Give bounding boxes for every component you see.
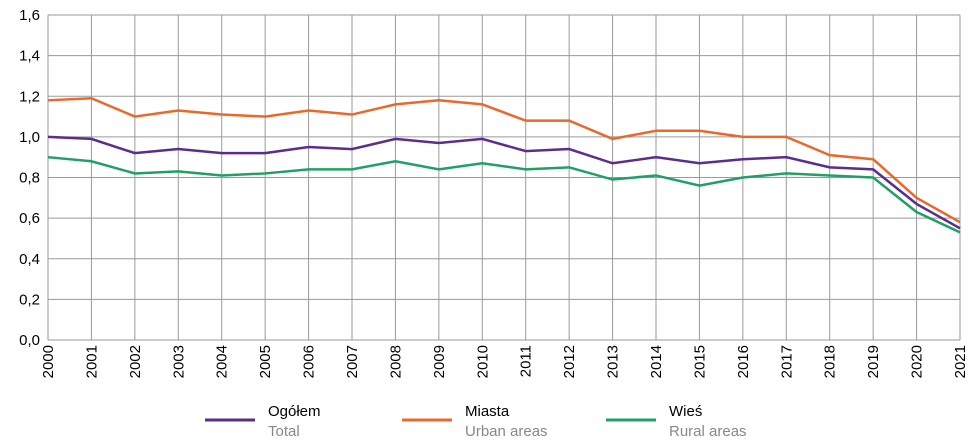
x-tick-label: 2007	[344, 345, 361, 378]
x-tick-label: 2017	[778, 345, 795, 378]
x-tick-label: 2006	[301, 345, 318, 378]
x-tick-label: 2014	[648, 345, 665, 378]
series-line	[47, 155, 961, 234]
y-tick-label: 0,0	[19, 332, 40, 349]
y-tick-label: 0,2	[19, 291, 40, 308]
legend-label-en: Total	[268, 423, 300, 440]
x-tick-label: 2011	[518, 345, 535, 377]
x-tick-label: 2008	[387, 345, 404, 378]
x-tick-label: 2010	[474, 345, 491, 378]
y-tick-label: 1,0	[19, 129, 40, 146]
x-tick-label: 2016	[735, 345, 752, 378]
x-tick-label: 2013	[605, 345, 622, 378]
x-tick-label: 2012	[561, 345, 578, 378]
y-tick-label: 1,6	[19, 7, 40, 24]
series-line	[47, 135, 961, 230]
legend-label-en: Urban areas	[465, 423, 548, 440]
y-tick-label: 0,4	[19, 251, 40, 268]
x-tick-label: 2005	[257, 345, 274, 378]
legend-label: Ogółem	[268, 403, 321, 420]
x-tick-label: 2001	[83, 345, 100, 378]
x-tick-label: 2002	[127, 345, 144, 378]
y-tick-label: 0,6	[19, 210, 40, 227]
x-tick-label: 2000	[40, 345, 57, 378]
x-tick-label: 2004	[214, 345, 231, 378]
x-tick-label: 2009	[431, 345, 448, 378]
x-tick-label: 2018	[822, 345, 839, 378]
x-tick-label: 2003	[170, 345, 187, 378]
legend-label: Miasta	[465, 403, 510, 420]
series-line	[47, 97, 961, 224]
x-tick-label: 2015	[691, 345, 708, 378]
y-tick-label: 1,2	[19, 88, 40, 105]
x-tick-label: 2019	[865, 345, 882, 378]
x-tick-label: 2021	[952, 345, 968, 378]
legend-label-en: Rural areas	[669, 423, 747, 440]
x-tick-label: 2020	[909, 345, 926, 378]
legend-label: Wieś	[669, 403, 702, 420]
y-tick-label: 1,4	[19, 48, 40, 65]
y-tick-label: 0,8	[19, 170, 40, 187]
